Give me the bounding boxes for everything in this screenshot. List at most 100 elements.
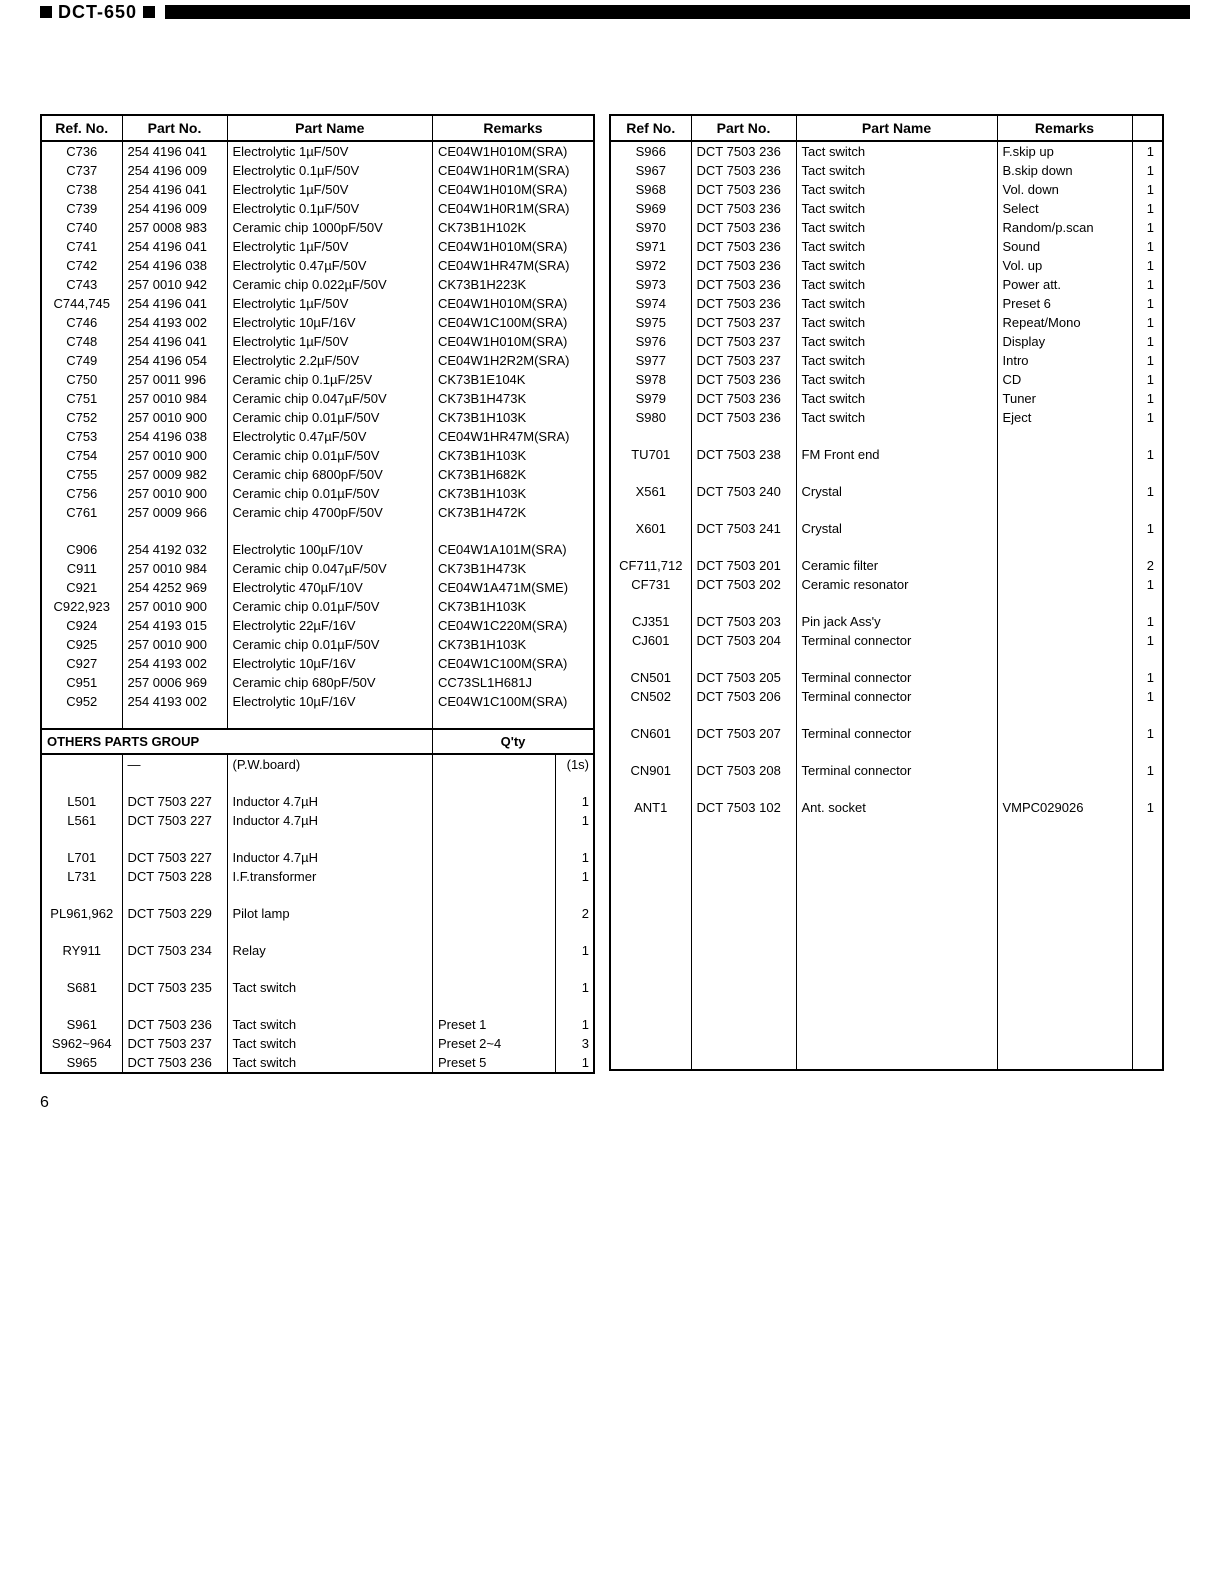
- cell-name: Electrolytic 10µF/16V: [227, 654, 433, 673]
- cell-ref: [611, 1033, 691, 1051]
- col-ref: Ref No.: [611, 116, 691, 141]
- cell-name: [227, 830, 433, 848]
- cell-remarks: Power att.: [997, 275, 1132, 294]
- cell-remarks: CC73SL1H681J: [433, 673, 594, 692]
- cell-part: DCT 7503 201: [691, 556, 796, 575]
- cell-part: [691, 889, 796, 907]
- cell-remarks: [433, 830, 593, 848]
- cell-name: Electrolytic 1µF/50V: [227, 237, 433, 256]
- cell-remarks: Preset 51: [433, 1053, 593, 1072]
- cell-qty: [1132, 889, 1162, 907]
- cell-ref: S975: [611, 313, 691, 332]
- cell-part: DCT 7503 207: [691, 724, 796, 743]
- cell-name: Tact switch: [796, 351, 997, 370]
- cell-part: 257 0009 966: [122, 503, 227, 522]
- cell-qty: [1132, 501, 1162, 519]
- cell-remarks: [997, 556, 1132, 575]
- cell-ref: C751: [42, 389, 122, 408]
- cell-part: 254 4196 038: [122, 427, 227, 446]
- cell-ref: [611, 1015, 691, 1033]
- cell-name: [796, 538, 997, 556]
- table-row: —(P.W.board)(1s): [42, 754, 593, 774]
- section-qty-heading: Q'ty: [433, 729, 594, 754]
- cell-part: DCT 7503 236: [691, 408, 796, 427]
- cell-name: Tact switch: [227, 1053, 433, 1072]
- cell-remarks: [997, 668, 1132, 687]
- cell-ref: CN601: [611, 724, 691, 743]
- cell-ref: C744,745: [42, 294, 122, 313]
- cell-ref: C756: [42, 484, 122, 503]
- table-row: C741254 4196 041Electrolytic 1µF/50VCE04…: [42, 237, 593, 256]
- cell-ref: C736: [42, 141, 122, 161]
- cell-part: DCT 7503 236: [691, 389, 796, 408]
- table-row: C754257 0010 900Ceramic chip 0.01µF/50VC…: [42, 446, 593, 465]
- table-row: [42, 923, 593, 941]
- cell-part: [691, 943, 796, 961]
- cell-ref: [42, 774, 122, 792]
- cell-name: [796, 907, 997, 925]
- cell-remarks: 1: [433, 941, 593, 960]
- table-row: [611, 1051, 1162, 1069]
- cell-part: 254 4196 054: [122, 351, 227, 370]
- cell-name: Tact switch: [796, 256, 997, 275]
- cell-remarks: [433, 886, 593, 904]
- cell-qty: [1132, 650, 1162, 668]
- table-row: C952254 4193 002Electrolytic 10µF/16VCE0…: [42, 692, 593, 711]
- cell-remarks: Display: [997, 332, 1132, 351]
- cell-name: Tact switch: [796, 332, 997, 351]
- table-row: S970DCT 7503 236Tact switchRandom/p.scan…: [611, 218, 1162, 237]
- cell-remarks: CE04W1H0R1M(SRA): [433, 161, 594, 180]
- cell-ref: C743: [42, 275, 122, 294]
- cell-qty: [1132, 780, 1162, 798]
- cell-qty: [1132, 817, 1162, 835]
- table-row: C746254 4193 002Electrolytic 10µF/16VCE0…: [42, 313, 593, 332]
- cell-ref: S962~964: [42, 1034, 122, 1053]
- table-row: L701DCT 7503 227Inductor 4.7µH1: [42, 848, 593, 867]
- cell-ref: [611, 538, 691, 556]
- cell-part: DCT 7503 203: [691, 612, 796, 631]
- cell-qty: 1: [1132, 798, 1162, 817]
- cell-name: Tact switch: [796, 408, 997, 427]
- cell-part: 257 0010 900: [122, 408, 227, 427]
- cell-ref: [611, 943, 691, 961]
- cell-remarks: CK73B1H103K: [433, 597, 594, 616]
- col-name: Part Name: [796, 116, 997, 141]
- cell-remarks: 1: [433, 792, 593, 811]
- cell-remarks: [433, 923, 593, 941]
- cell-name: Tact switch: [796, 294, 997, 313]
- cell-name: [227, 960, 433, 978]
- cell-ref: S961: [42, 1015, 122, 1034]
- cell-remarks: [997, 761, 1132, 780]
- cell-remarks: Vol. up: [997, 256, 1132, 275]
- table-row: [611, 427, 1162, 445]
- cell-ref: CJ601: [611, 631, 691, 650]
- table-row: CJ351DCT 7503 203Pin jack Ass'y1: [611, 612, 1162, 631]
- cell-remarks: [997, 835, 1132, 853]
- cell-name: [227, 923, 433, 941]
- cell-remarks: Preset 2~43: [433, 1034, 593, 1053]
- cell-ref: C741: [42, 237, 122, 256]
- cell-ref: C738: [42, 180, 122, 199]
- table-row: [611, 835, 1162, 853]
- cell-part: DCT 7503 227: [122, 811, 227, 830]
- cell-part: [691, 925, 796, 943]
- cell-name: Terminal connector: [796, 668, 997, 687]
- cell-part: 254 4192 032: [122, 540, 227, 559]
- cell-ref: L701: [42, 848, 122, 867]
- cell-remarks: CE04W1H0R1M(SRA): [433, 199, 594, 218]
- table-row: C921254 4252 969Electrolytic 470µF/10VCE…: [42, 578, 593, 597]
- cell-qty: 1: [1132, 141, 1162, 161]
- cell-ref: S965: [42, 1053, 122, 1072]
- cell-part: DCT 7503 227: [122, 792, 227, 811]
- table-row: L501DCT 7503 227Inductor 4.7µH1: [42, 792, 593, 811]
- cell-qty: 1: [1132, 612, 1162, 631]
- cell-name: [796, 780, 997, 798]
- cell-remarks: CE04W1H010M(SRA): [433, 294, 594, 313]
- table-row: [611, 889, 1162, 907]
- cell-ref: [42, 830, 122, 848]
- cell-qty: 1: [1132, 687, 1162, 706]
- table-row: C737254 4196 009Electrolytic 0.1µF/50VCE…: [42, 161, 593, 180]
- cell-name: Electrolytic 100µF/10V: [227, 540, 433, 559]
- table-row: [611, 538, 1162, 556]
- cell-name: [796, 650, 997, 668]
